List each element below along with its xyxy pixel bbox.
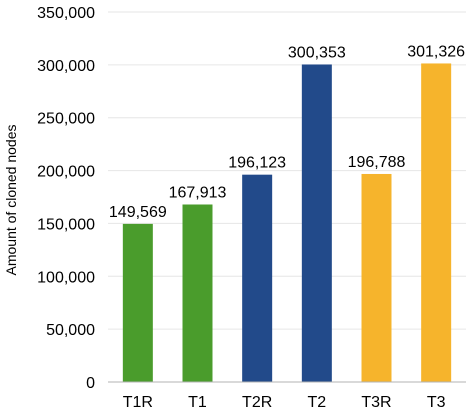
x-tick-label: T2R — [242, 394, 272, 411]
y-tick-label: 100,000 — [37, 269, 95, 286]
y-axis-ticks: 0 50,000 100,000 150,000 200,000 250,000 300,0… — [37, 5, 95, 392]
y-tick-label: 0 — [86, 375, 95, 392]
y-tick-label: 250,000 — [37, 111, 95, 128]
y-tick-label: 150,000 — [37, 216, 95, 233]
y-tick-label: 50,000 — [46, 322, 95, 339]
bars — [122, 63, 452, 382]
data-label-t3r: 196,788 — [348, 154, 406, 171]
data-label-t1r: 149,569 — [109, 204, 167, 221]
bar-t2r — [242, 174, 273, 382]
x-tick-label: T3 — [427, 394, 446, 411]
y-tick-label: 300,000 — [37, 58, 95, 75]
x-tick-label: T1R — [123, 394, 153, 411]
data-label-t2r: 196,123 — [228, 155, 286, 172]
bar-t3r — [361, 173, 392, 382]
x-tick-label: T2 — [307, 394, 326, 411]
y-tick-label: 200,000 — [37, 164, 95, 181]
data-label-t1: 167,913 — [169, 184, 227, 201]
bar-t1 — [182, 204, 213, 382]
data-label-t2: 300,353 — [288, 44, 346, 61]
y-axis-title: Amount of cloned nodes — [3, 125, 19, 276]
bar-t1r — [122, 223, 153, 382]
x-tick-label: T3R — [361, 394, 391, 411]
y-tick-label: 350,000 — [37, 5, 95, 22]
bar-t2 — [301, 64, 332, 382]
x-tick-label: T1 — [188, 394, 207, 411]
grid-lines — [108, 11, 466, 330]
x-axis-ticks: T1R T1 T2R T2 T3R T3 — [123, 394, 446, 411]
bar-t3 — [421, 63, 452, 382]
data-label-t3: 301,326 — [407, 43, 465, 60]
